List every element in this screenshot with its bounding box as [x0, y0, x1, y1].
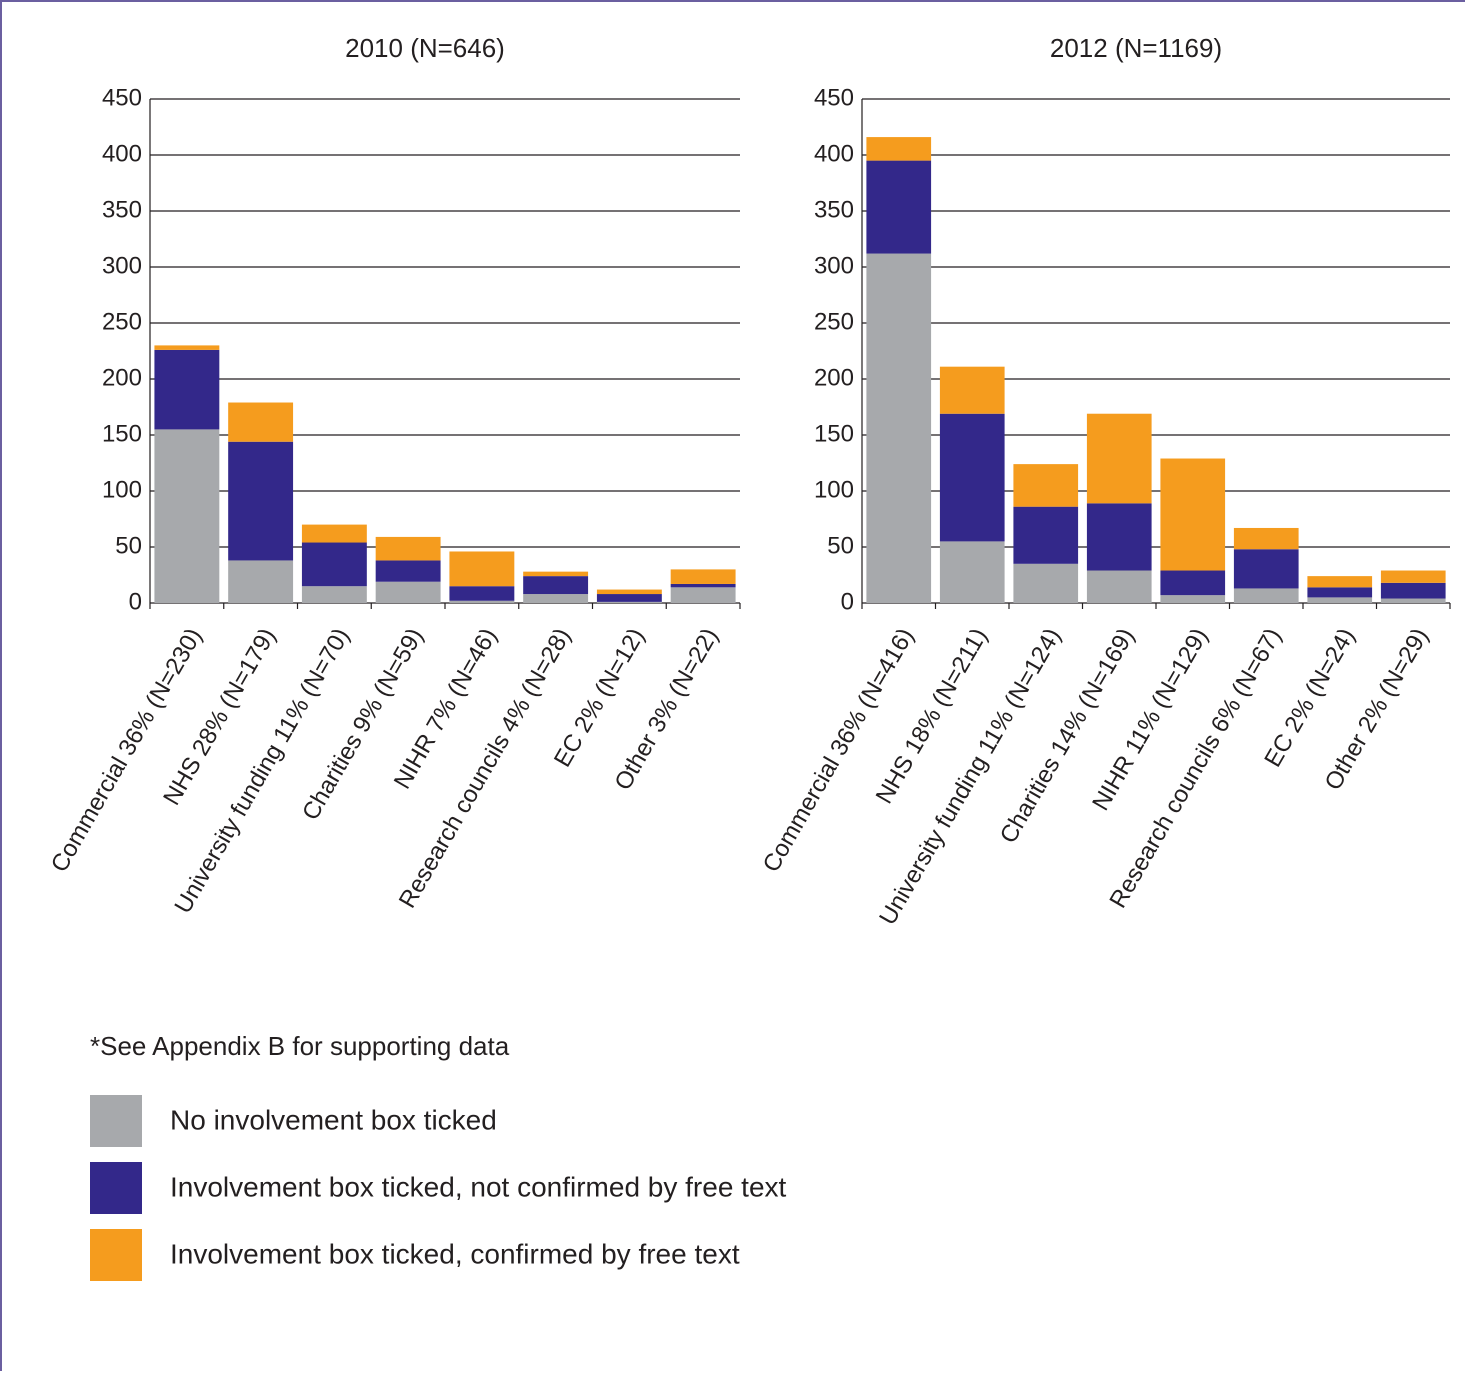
- y-tick-label: 450: [102, 84, 142, 111]
- y-tick-label: 300: [102, 252, 142, 279]
- y-tick-label: 200: [814, 364, 854, 391]
- y-tick-label: 100: [102, 476, 142, 503]
- y-tick-label: 350: [102, 196, 142, 223]
- bar-segment: [866, 137, 932, 161]
- bar-segment: [154, 429, 220, 603]
- bar-segment: [154, 349, 220, 430]
- x-tick-label: Charities 14% (N=169): [995, 624, 1140, 848]
- y-tick-label: 450: [814, 84, 854, 111]
- bar-segment: [301, 524, 367, 543]
- bar-segment: [449, 551, 515, 587]
- bar-segment: [1086, 570, 1152, 603]
- bar-segment: [449, 586, 515, 601]
- bar-segment: [1233, 588, 1299, 603]
- bar-segment: [1307, 576, 1373, 588]
- y-tick-label: 0: [841, 588, 854, 615]
- chart-title: 2012 (N=1169): [1050, 33, 1222, 63]
- legend-label: No involvement box ticked: [170, 1104, 497, 1135]
- bar-segment: [1013, 563, 1079, 603]
- legend-label: Involvement box ticked, confirmed by fre…: [170, 1238, 740, 1269]
- bar-segment: [939, 366, 1005, 414]
- bar-segment: [1307, 597, 1373, 603]
- bar-segment: [228, 402, 294, 442]
- bar-segment: [866, 160, 932, 254]
- bar-segment: [1380, 570, 1446, 583]
- bar-segment: [596, 589, 662, 595]
- bar-segment: [1013, 464, 1079, 507]
- bar-segment: [375, 536, 441, 561]
- bar-segment: [1160, 595, 1226, 603]
- bar-segment: [375, 581, 441, 603]
- bar-segment: [228, 441, 294, 561]
- bar-segment: [523, 576, 589, 595]
- bar-segment: [1307, 587, 1373, 598]
- y-tick-label: 50: [115, 532, 142, 559]
- bar-segment: [523, 594, 589, 603]
- y-tick-label: 150: [814, 420, 854, 447]
- bar-segment: [1233, 527, 1299, 550]
- bar-segment: [1160, 458, 1226, 571]
- bar-segment: [1233, 549, 1299, 589]
- bar-segment: [449, 600, 515, 603]
- bar-segment: [301, 542, 367, 587]
- legend-swatch: [90, 1229, 142, 1281]
- x-tick-label: Commercial 36% (N=416): [758, 624, 920, 877]
- bar-segment: [866, 253, 932, 603]
- bar-segment: [1160, 570, 1226, 596]
- y-tick-label: 350: [814, 196, 854, 223]
- y-tick-label: 300: [814, 252, 854, 279]
- y-tick-label: 400: [102, 140, 142, 167]
- bar-segment: [939, 413, 1005, 542]
- bar-segment: [228, 560, 294, 603]
- bar-segment: [1380, 582, 1446, 599]
- bar-segment: [670, 587, 736, 603]
- y-tick-label: 250: [102, 308, 142, 335]
- bar-segment: [301, 586, 367, 603]
- legend-swatch: [90, 1095, 142, 1147]
- footnote: *See Appendix B for supporting data: [90, 1031, 510, 1061]
- y-tick-label: 50: [827, 532, 854, 559]
- y-tick-label: 400: [814, 140, 854, 167]
- y-tick-label: 200: [102, 364, 142, 391]
- bar-segment: [670, 569, 736, 584]
- y-tick-label: 0: [129, 588, 142, 615]
- bar-segment: [1086, 503, 1152, 571]
- bar-segment: [375, 560, 441, 582]
- bar-segment: [1086, 413, 1152, 504]
- bar-segment: [670, 583, 736, 588]
- bar-segment: [523, 571, 589, 577]
- x-tick-label: Commercial 36% (N=230): [46, 624, 208, 877]
- bar-segment: [1013, 506, 1079, 564]
- bar-segment: [596, 601, 662, 603]
- bar-segment: [939, 541, 1005, 603]
- y-tick-label: 100: [814, 476, 854, 503]
- bar-segment: [596, 594, 662, 602]
- bar-segment: [154, 345, 220, 350]
- y-tick-label: 150: [102, 420, 142, 447]
- chart-title: 2010 (N=646): [345, 33, 505, 63]
- y-tick-label: 250: [814, 308, 854, 335]
- bar-segment: [1380, 598, 1446, 603]
- legend-label: Involvement box ticked, not confirmed by…: [170, 1171, 787, 1202]
- legend-swatch: [90, 1162, 142, 1214]
